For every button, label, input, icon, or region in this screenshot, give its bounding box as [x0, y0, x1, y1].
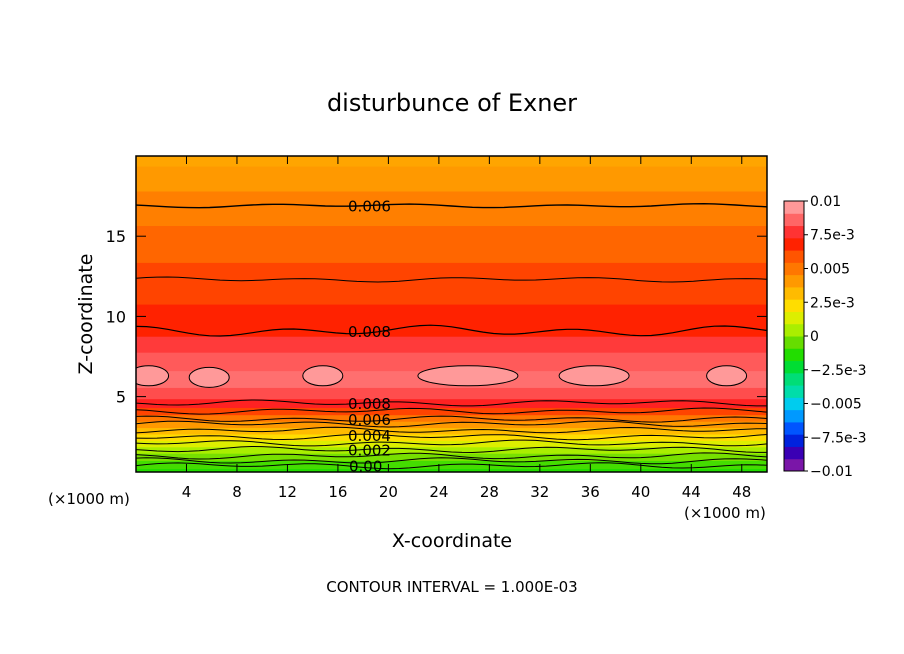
colorbar-swatch [784, 299, 804, 312]
contour-label: 0.008 [348, 395, 391, 413]
contour-line [136, 452, 767, 460]
colorbar-swatch [784, 336, 804, 349]
x-tick-label: 16 [328, 483, 347, 501]
colorbar-swatch [784, 225, 804, 239]
field-band [136, 387, 767, 400]
colorbar-label: −2.5e-3 [810, 363, 867, 379]
contour-line [136, 276, 767, 283]
y-tick-label: 15 [106, 227, 126, 246]
colorbar-swatch [784, 274, 804, 288]
colorbar-swatch [784, 434, 804, 447]
colorbar-label: 2.5e-3 [810, 295, 855, 311]
y-tick-label: 10 [106, 307, 126, 326]
contour-line [136, 462, 767, 470]
field-band [136, 261, 767, 305]
colorbar-swatch [784, 213, 804, 227]
colorbar-swatch [784, 311, 804, 325]
colorbar-label: −0.005 [810, 397, 862, 413]
x-tick-label: 12 [278, 483, 297, 501]
x-tick-label: 32 [530, 483, 549, 501]
colorbar-swatch [784, 286, 804, 300]
colorbar-swatch [784, 348, 804, 362]
colorbar-label: 7.5e-3 [810, 228, 855, 244]
contour-line [136, 439, 767, 447]
x-tick-label: 36 [581, 483, 600, 501]
max-cell [417, 365, 519, 387]
contour-line [136, 407, 767, 415]
field-band [136, 335, 767, 353]
contour-line [136, 399, 767, 407]
contour-label: 0.002 [348, 442, 391, 460]
colorbar-swatch [784, 458, 804, 472]
field-band [136, 439, 767, 448]
field-band [136, 468, 767, 472]
max-cell [558, 365, 630, 387]
x-tick-label: 40 [631, 483, 650, 501]
field-band [136, 303, 767, 337]
plot-frame [135, 155, 768, 473]
field-band [136, 420, 767, 429]
colorbar-swatch [784, 397, 804, 411]
field-band [136, 165, 767, 192]
contour-line [136, 445, 767, 454]
max-cell [706, 365, 748, 387]
colorbar-swatch [784, 250, 804, 263]
x-tick-label: 8 [232, 483, 242, 501]
x-tick-label: 4 [182, 483, 192, 501]
max-cell [302, 365, 344, 387]
colorbar-swatch [784, 446, 804, 460]
colorbar-swatch [784, 409, 804, 423]
field-band [136, 225, 767, 263]
x-tick-label: 28 [480, 483, 499, 501]
contour-label: 0.008 [348, 323, 391, 341]
colorbar-swatch [784, 385, 804, 398]
x-tick-label: 44 [682, 483, 701, 501]
colorbar-swatch [784, 323, 804, 337]
colorbar-label: −7.5e-3 [810, 430, 867, 446]
x-unit-label: (×1000 m) [48, 490, 130, 508]
field-band [136, 156, 767, 167]
x-axis-label: X-coordinate [392, 530, 512, 552]
contour-line [136, 415, 767, 423]
contour-label: 0.006 [348, 411, 391, 429]
x-tick-label: 48 [732, 483, 751, 501]
x-tick-label: 20 [379, 483, 398, 501]
colorbar-label: 0 [810, 329, 819, 345]
colorbar-swatch [784, 360, 804, 374]
contour-line [136, 324, 767, 337]
contour-line [136, 420, 767, 428]
contour-interval-note: CONTOUR INTERVAL = 1.000E-03 [326, 578, 577, 596]
y-tick-label: 5 [116, 388, 126, 407]
contour-label: 0.006 [348, 198, 391, 216]
field-band [136, 398, 767, 408]
max-cell [136, 365, 170, 387]
field-band [136, 452, 767, 461]
contour-label: 0.00 [349, 458, 382, 476]
colorbar-swatch [784, 262, 804, 276]
field-band [136, 190, 767, 226]
contour-line [136, 426, 767, 434]
contour-line [136, 457, 767, 465]
colorbar-swatch [784, 201, 804, 214]
contour-label: 0.004 [348, 427, 391, 445]
colorbar-label: −0.01 [810, 464, 853, 480]
x-unit-label-right: (×1000 m) [684, 504, 766, 522]
field-band [136, 414, 767, 422]
colorbar: 0.01 7.5e-3 0.005 2.5e-3 0 −2.5e-3 −0.005 −7.5e… [783, 194, 867, 480]
contour-line [136, 433, 767, 441]
max-cell [188, 366, 230, 388]
chart-title: disturbunce of Exner [327, 89, 577, 117]
colorbar-label: 0.005 [810, 262, 850, 278]
contour-line [136, 202, 767, 209]
field-band [136, 446, 767, 454]
colorbar-swatch [784, 421, 804, 435]
plot-area [136, 156, 767, 472]
colorbar-swatch [784, 237, 804, 251]
colorbar-swatch [784, 372, 804, 386]
x-tick-label: 24 [429, 483, 448, 501]
colorbar-label: 0.01 [810, 194, 841, 210]
y-axis-label: Z-coordinate [75, 254, 97, 375]
